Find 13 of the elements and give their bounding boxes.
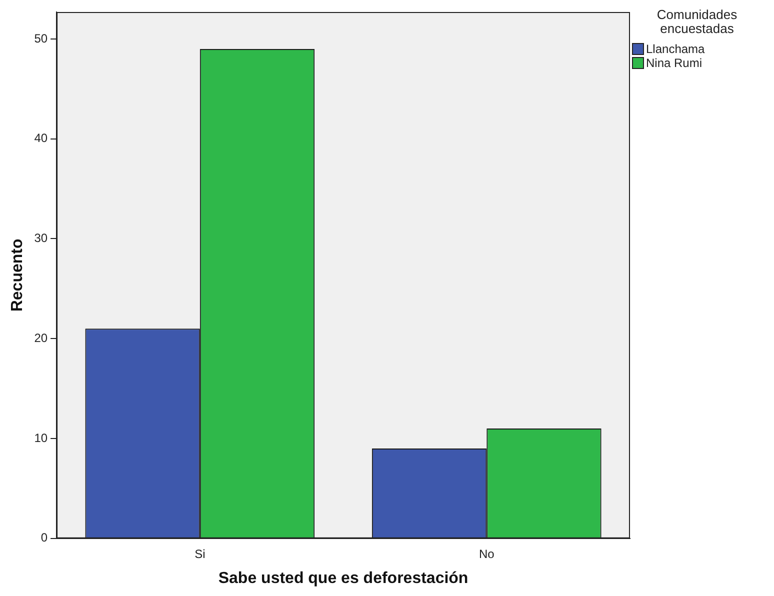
y-tick-label: 30	[34, 231, 48, 246]
y-tick-label: 20	[34, 330, 48, 345]
legend-title: Comunidades encuestadas	[656, 7, 738, 36]
y-tick-label: 0	[40, 530, 48, 545]
legend-label: Nina Rumi	[646, 56, 702, 70]
y-tick-label: 10	[34, 430, 48, 445]
y-tick-label: 40	[34, 131, 48, 146]
x-axis-title: Sabe usted que es deforestación	[218, 570, 468, 587]
x-tick-label: Si	[194, 546, 206, 561]
x-tick-label: No	[478, 546, 495, 561]
y-axis-title: Recuento	[9, 238, 26, 312]
legend-label: Llanchama	[646, 42, 705, 56]
y-tick-label: 50	[34, 31, 48, 46]
